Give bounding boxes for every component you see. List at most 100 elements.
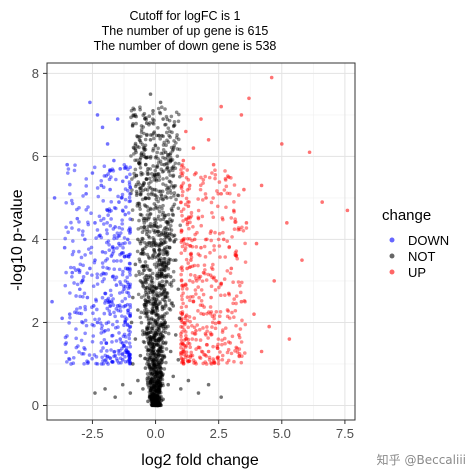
point-up-bg — [191, 294, 195, 299]
point-not-bg — [159, 273, 163, 278]
point-not-bg — [162, 289, 167, 294]
point-up-bg — [186, 359, 191, 364]
point-up-bg — [198, 356, 203, 360]
point-up-bg — [243, 299, 247, 304]
point-not-bg — [151, 345, 156, 349]
point-up-bg — [208, 311, 213, 316]
point-not-bg — [166, 272, 171, 277]
point-not-bg — [147, 114, 152, 118]
point-not-bg — [156, 242, 161, 247]
point-up-bg — [204, 354, 209, 358]
point-not-bg — [148, 212, 153, 216]
point-not-bg — [165, 227, 169, 232]
point-not-bg — [161, 292, 165, 297]
point-not-bg — [149, 192, 154, 197]
point-up-bg — [187, 226, 191, 231]
point-not-bg — [156, 403, 161, 407]
point-up-bg — [234, 301, 238, 306]
point-not — [173, 258, 178, 262]
point-not-bg — [147, 243, 152, 248]
point-up-bg — [179, 345, 183, 350]
point-down-bg — [110, 245, 115, 250]
point-down-bg — [100, 355, 104, 360]
point-up-bg — [179, 230, 184, 234]
point-down-bg — [127, 195, 132, 200]
point-not-bg — [149, 301, 153, 306]
point-down-bg — [83, 318, 88, 323]
point-not-bg — [150, 346, 154, 351]
point-up-bg — [206, 272, 211, 277]
point-up-bg — [180, 268, 185, 273]
point-down-bg — [128, 185, 133, 189]
point-not-bg — [155, 172, 159, 177]
point-not-bg — [157, 336, 161, 341]
point-not-bg — [158, 251, 162, 256]
point-not-bg — [150, 403, 154, 407]
point-not-bg — [144, 177, 149, 182]
point-up — [189, 353, 193, 358]
point-up-bg — [199, 299, 204, 303]
point-up-bg — [196, 197, 200, 201]
point-not-bg — [146, 234, 151, 239]
point-not-bg — [155, 195, 159, 199]
point-not-bg — [165, 252, 169, 257]
point-not-bg — [156, 387, 161, 392]
point-not-bg — [168, 231, 172, 236]
point-not-bg — [153, 356, 157, 360]
point-down-bg — [115, 359, 120, 363]
point-not-bg — [165, 165, 170, 170]
point-down-bg — [120, 352, 125, 357]
point-down-bg — [81, 229, 85, 234]
point-not-bg — [161, 264, 166, 268]
point-up-bg — [233, 308, 238, 313]
point-not-bg — [147, 268, 152, 273]
point-up-bg — [186, 215, 191, 219]
point-up-bg — [218, 350, 222, 354]
point-not-bg — [156, 388, 160, 392]
point-up-bg — [180, 189, 185, 194]
point-not-bg — [151, 389, 155, 394]
point-up-bg — [202, 305, 206, 309]
point-not-bg — [175, 133, 179, 137]
point-not-bg — [161, 324, 165, 329]
point-not-bg — [150, 370, 154, 375]
point-not-bg — [148, 206, 153, 211]
point-up-bg — [187, 186, 192, 191]
point-not-bg — [148, 290, 153, 295]
point-up-bg — [226, 309, 231, 313]
point-down-bg — [90, 273, 94, 277]
point-down-bg — [77, 268, 82, 273]
point-up-bg — [179, 294, 184, 298]
point-down-bg — [109, 348, 113, 352]
point-not-bg — [150, 402, 155, 407]
point-not-bg — [172, 191, 177, 195]
point-not-bg — [149, 224, 154, 229]
point-up — [181, 358, 186, 362]
point-up-bg — [188, 252, 193, 256]
point-up — [239, 299, 244, 304]
point-up-bg — [189, 214, 194, 218]
point-not-bg — [164, 260, 168, 264]
point-up — [206, 349, 211, 354]
point-not-bg — [151, 358, 155, 363]
point-down-bg — [108, 355, 112, 360]
point-up-bg — [198, 253, 202, 258]
point-down-bg — [114, 307, 119, 311]
point-not-bg — [172, 239, 176, 244]
point-not-bg — [171, 269, 176, 274]
point-not-bg — [160, 271, 164, 276]
point-not-bg — [147, 321, 151, 325]
point-up-bg — [181, 291, 185, 295]
point-down-bg — [105, 306, 110, 311]
point-down-bg — [120, 241, 125, 246]
point-down-bg — [117, 352, 121, 356]
point-not-bg — [143, 240, 147, 245]
point-not-bg — [156, 402, 161, 406]
point-up-bg — [189, 252, 193, 257]
point-down-bg — [98, 321, 103, 325]
point-not-bg — [147, 342, 151, 347]
point-down-bg — [86, 222, 91, 227]
point-not-bg — [159, 230, 164, 235]
point-down-bg — [125, 322, 130, 327]
point-not-bg — [172, 240, 176, 244]
